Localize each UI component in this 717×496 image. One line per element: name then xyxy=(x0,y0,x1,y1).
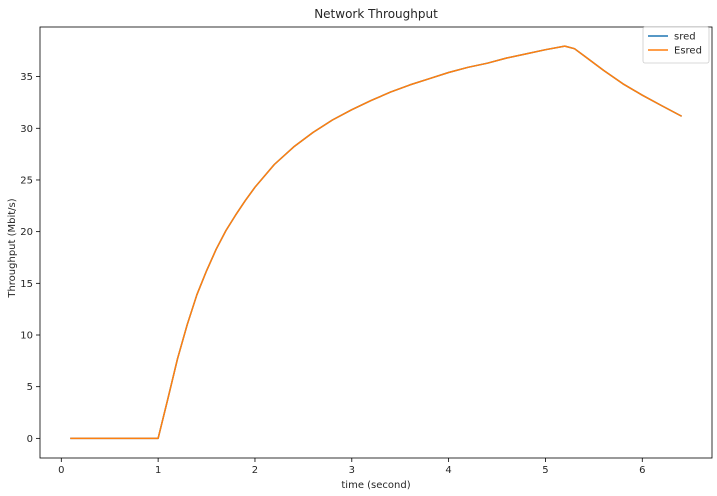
x-tick-label: 4 xyxy=(445,465,451,476)
y-tick-label: 10 xyxy=(20,331,33,342)
y-tick-label: 20 xyxy=(20,227,33,238)
series-layer xyxy=(70,45,683,440)
x-tick-label: 5 xyxy=(542,465,548,476)
y-tick-label: 25 xyxy=(20,175,33,186)
x-tick-label: 2 xyxy=(252,465,258,476)
y-axis-label: Throughput (Mbit/s) xyxy=(7,198,18,298)
x-tick-label: 3 xyxy=(349,465,355,476)
y-tick-label: 30 xyxy=(20,124,33,135)
x-axis-label: time (second) xyxy=(341,480,410,491)
y-tick-label: 35 xyxy=(20,72,33,83)
x-axis: 0 1 2 3 4 5 6 xyxy=(58,458,645,476)
x-tick-label: 0 xyxy=(58,465,64,476)
legend: sred Esred xyxy=(642,26,710,64)
y-axis: 0 5 10 15 20 25 30 35 xyxy=(20,72,40,445)
chart-title: Network Throughput xyxy=(314,7,438,21)
plot-frame xyxy=(39,26,713,459)
y-tick-label: 0 xyxy=(27,434,33,445)
plot-area xyxy=(39,26,713,459)
series-line-esred xyxy=(70,45,683,440)
x-tick-label: 6 xyxy=(639,465,645,476)
y-tick-label: 5 xyxy=(27,382,33,393)
x-tick-label: 1 xyxy=(155,465,161,476)
y-tick-label: 15 xyxy=(20,279,33,290)
legend-label-esred: Esred xyxy=(674,46,702,57)
legend-label-sred: sred xyxy=(674,32,696,43)
